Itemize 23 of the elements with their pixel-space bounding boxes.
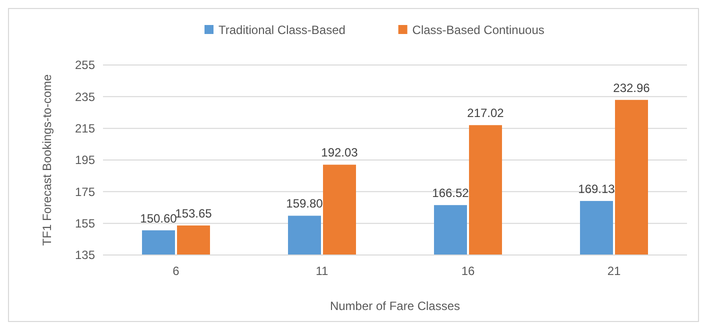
data-label: 169.13 [578,182,616,196]
y-tick-label: 135 [74,248,96,262]
data-label: 192.03 [321,146,358,160]
data-label: 150.60 [140,211,178,226]
data-label: 159.80 [286,196,324,211]
y-tick-label: 255 [74,58,96,72]
legend-label: Traditional Class-Based [218,23,346,38]
legend-label: Class-Based Continuous [412,23,544,38]
y-tick-label: 155 [74,216,96,231]
x-tick-label: 16 [461,264,475,278]
y-tick-label: 175 [74,184,96,199]
y-tick-label: 235 [74,90,96,104]
data-label: 166.52 [432,186,470,200]
y-tick-label: 215 [74,122,96,136]
y-axis-title: TF1 Forecast Bookings-to-come [40,74,54,246]
x-tick-label: 21 [607,264,621,278]
x-tick-label: 6 [172,264,180,278]
data-label: 217.02 [467,106,504,120]
x-axis-title: Number of Fare Classes [330,299,460,313]
data-label: 153.65 [175,206,212,220]
x-tick-label: 11 [316,264,329,278]
y-tick-label: 195 [74,153,96,168]
data-label: 232.96 [613,80,650,95]
